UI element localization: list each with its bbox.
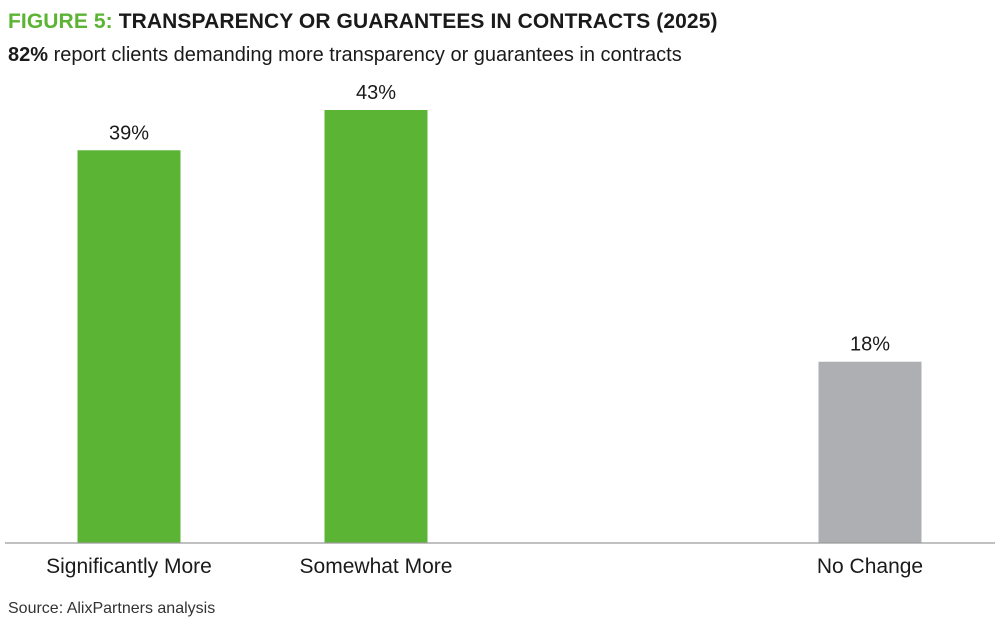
chart-subtitle: 82% report clients demanding more transp… — [8, 44, 682, 67]
data-label: 43% — [356, 82, 396, 104]
chart-title: FIGURE 5: TRANSPARENCY OR GUARANTEES IN … — [8, 10, 718, 34]
figure-title: TRANSPARENCY OR GUARANTEES IN CONTRACTS … — [118, 10, 718, 33]
category-label: Somewhat More — [300, 555, 453, 578]
source-note: Source: AlixPartners analysis — [8, 600, 216, 617]
subtitle-text: report clients demanding more transparen… — [53, 44, 682, 66]
subtitle-highlight: 82% — [8, 44, 49, 66]
bar-somewhat-more — [324, 109, 428, 544]
data-label: 18% — [850, 334, 890, 356]
category-label: Significantly More — [46, 555, 212, 578]
category-label: No Change — [817, 555, 923, 578]
figure-label: FIGURE 5: — [8, 10, 113, 33]
data-label: 39% — [109, 122, 149, 144]
bar-significantly-more — [77, 150, 181, 543]
bar-no-change — [818, 361, 922, 543]
